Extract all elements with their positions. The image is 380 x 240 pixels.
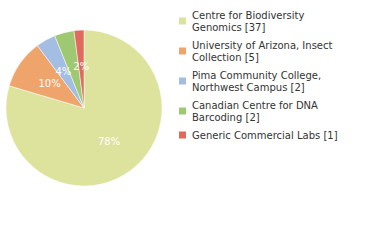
svg-text:Barcoding [2]: Barcoding [2] xyxy=(192,112,260,123)
svg-text:Canadian Centre for DNA: Canadian Centre for DNA xyxy=(192,100,321,111)
svg-text:Collection [5]: Collection [5] xyxy=(192,52,259,63)
svg-text:Genomics [37]: Genomics [37] xyxy=(192,22,265,33)
svg-text:Pima Community College,: Pima Community College, xyxy=(192,70,324,81)
svg-text:Generic Commercial Labs [1]: Generic Commercial Labs [1] xyxy=(192,130,338,141)
svg-text:Northwest Campus [2]: Northwest Campus [2] xyxy=(192,82,305,93)
svg-text:University of Arizona, Insect: University of Arizona, Insect xyxy=(192,40,336,51)
svg-text:10%: 10% xyxy=(38,78,60,89)
svg-text:Centre for Biodiversity: Centre for Biodiversity xyxy=(192,10,308,21)
svg-text:78%: 78% xyxy=(98,136,120,147)
svg-text:4%: 4% xyxy=(55,66,71,77)
svg-text:2%: 2% xyxy=(73,61,89,72)
